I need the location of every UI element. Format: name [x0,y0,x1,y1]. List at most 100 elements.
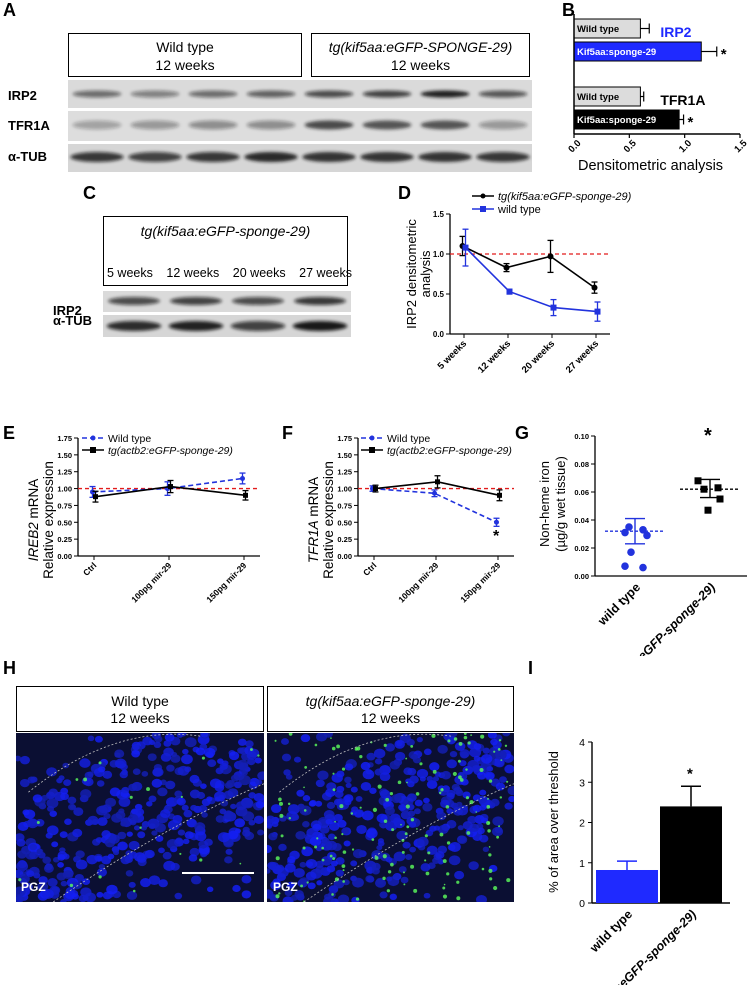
gfp-puncta [257,754,260,757]
series-line [464,247,598,313]
bar-b-label: Kif5aa:sponge-29 [577,47,656,58]
nucleus [469,747,482,758]
gfp-puncta [300,884,304,888]
data-point [435,479,440,485]
gfp-puncta [336,744,340,749]
gfp-puncta [250,748,253,751]
blot-band [169,297,223,305]
nucleus [151,830,158,836]
nucleus [267,861,277,870]
tick-label-y: 0.75 [57,501,72,510]
nucleus [356,824,367,835]
chart-e: 0.00 0.25 0.50 0.75 1.00 1.25 1.50 1.75 Ctrl 100p… [26,433,260,605]
nucleus [336,785,345,793]
nucleus [271,821,279,828]
nucleus [459,760,467,767]
nucleus [109,787,121,797]
gfp-puncta [280,834,284,838]
nucleus [84,892,96,902]
nucleus [166,764,175,772]
axis-title-y: Non-heme iron [537,461,552,547]
nucleus [476,827,485,835]
axis-title-y-line2: (µg/g wet tissue) [553,456,568,552]
micro-left-image [16,733,264,902]
tick-label-y: 0.50 [57,518,72,527]
nucleus [181,804,189,811]
nucleus [120,855,131,865]
nucleus [46,798,59,809]
nucleus [446,808,454,814]
blot-c-timepoints: 5 weeks 12 weeks 20 weeks 27 weeks [107,266,352,280]
nucleus [336,798,345,806]
blot-c-image [103,291,351,337]
nucleus [190,875,202,885]
nucleus [174,892,183,900]
nucleus [140,877,151,888]
gfp-puncta [489,877,493,881]
nucleus [46,825,59,836]
blot-band [230,321,286,331]
nucleus [201,733,209,738]
nucleus [295,830,306,840]
data-point [240,475,245,481]
tick-label-x: wild type [595,580,643,628]
blot-band [478,120,528,130]
legend-label: wild type [497,204,541,216]
nucleus [438,786,449,796]
nucleus [51,841,59,848]
boundary-line [52,783,264,902]
nucleus [502,733,511,737]
tick-label-y: 1 [579,858,585,870]
gfp-puncta [459,778,464,782]
nucleus [118,797,131,808]
blot-band [70,152,124,162]
nucleus [36,848,44,855]
tick-label-x: 20 weeks [520,338,557,375]
nucleus [398,803,407,811]
nucleus [366,752,376,761]
gfp-puncta [321,846,325,850]
nucleus [378,821,386,828]
gfp-puncta [351,848,355,851]
nucleus [220,799,229,807]
data-point [506,288,513,295]
nucleus [142,736,153,746]
nucleus [72,828,83,838]
nucleus [407,780,415,788]
data-point [643,531,651,540]
nucleus [306,827,319,838]
blot-band [130,90,180,98]
tick-label-y: 0.0 [433,330,445,339]
nucleus [154,823,166,833]
gfp-puncta [339,804,344,809]
nucleus [392,873,400,880]
nucleus [405,853,413,860]
nucleus [172,814,183,824]
nucleus [374,768,383,776]
nucleus [188,854,198,862]
tick-label-y: 0.08 [574,460,589,469]
gfp-puncta [275,856,280,861]
tick-label-x: 12 weeks [476,338,513,375]
nucleus [454,870,465,880]
nucleus [494,758,505,768]
nucleus [146,801,153,807]
nucleus [200,783,207,789]
nucleus [209,778,222,789]
gfp-puncta [442,894,448,899]
nucleus [504,802,513,810]
nucleus [325,818,333,825]
blot-band [360,152,414,162]
nucleus [255,779,263,786]
axis-title-y: % of area over threshold [546,751,561,893]
tick-label-y: 1.75 [337,434,352,443]
tick-label-x: 27 weeks [564,338,601,375]
nucleus [305,858,318,869]
gfp-puncta [425,871,430,876]
nucleus [406,738,415,746]
nucleus [379,891,388,899]
nucleus [230,774,240,782]
gfp-puncta [287,802,291,806]
gfp-puncta [447,739,451,743]
nucleus [26,870,35,878]
